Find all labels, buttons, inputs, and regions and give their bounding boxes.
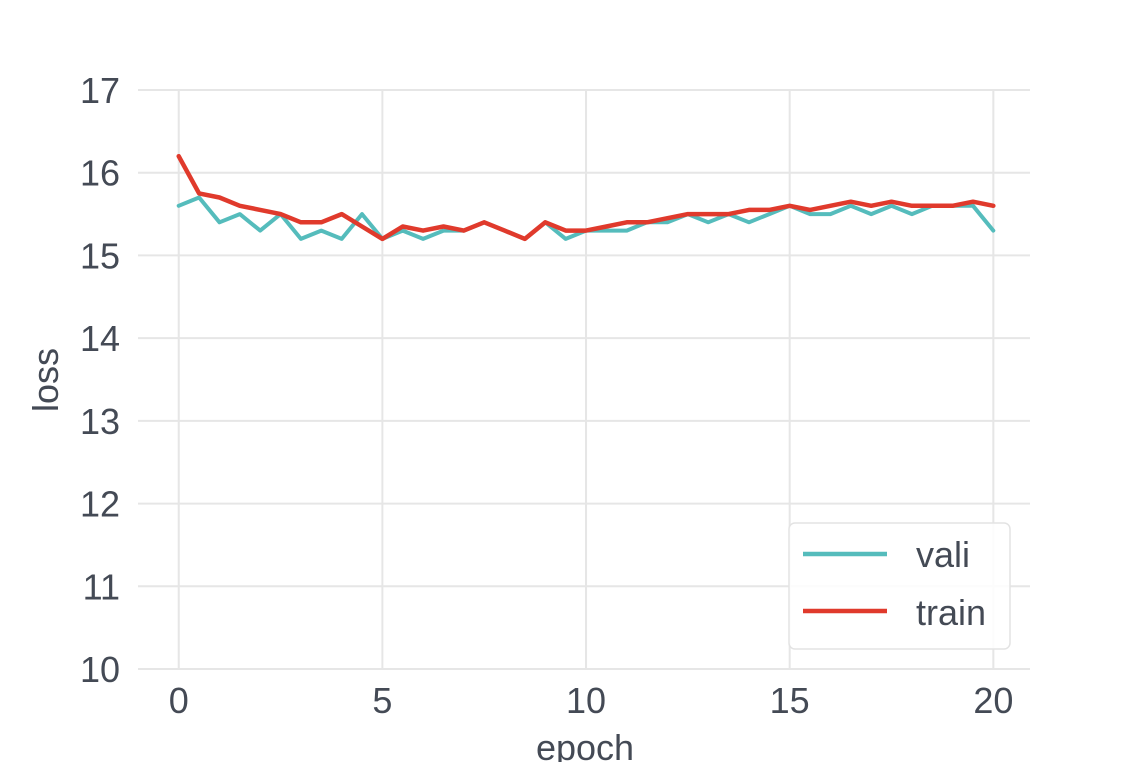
data-point-train [645, 220, 649, 224]
data-point-vali [319, 229, 323, 233]
series-lines [176, 153, 996, 242]
data-point-train [502, 229, 507, 233]
data-point-train [889, 200, 894, 204]
data-point-vali [747, 220, 751, 224]
data-point-vali [869, 212, 873, 216]
data-point-train [625, 220, 629, 224]
data-point-vali [991, 229, 995, 233]
data-point-vali [258, 229, 262, 233]
y-tick-label: 13 [80, 401, 120, 442]
data-point-train [299, 220, 303, 224]
data-point-vali [238, 212, 242, 216]
data-point-train [808, 208, 812, 212]
data-point-vali [828, 212, 833, 216]
data-point-train [828, 204, 833, 208]
y-axis-title: loss [25, 348, 66, 412]
data-point-train [278, 212, 283, 216]
data-point-vali [910, 212, 914, 216]
data-point-train [604, 224, 609, 229]
data-point-vali [706, 220, 710, 224]
data-point-train [441, 224, 446, 229]
data-point-vali [849, 204, 853, 208]
data-point-train [726, 212, 731, 216]
x-tick-label: 20 [973, 680, 1013, 721]
legend: vali train [788, 522, 1011, 650]
data-point-vali [604, 229, 609, 233]
data-point-train [869, 204, 873, 208]
data-point-train [706, 212, 710, 216]
y-tick-label: 16 [80, 153, 120, 194]
data-point-train [686, 212, 690, 216]
x-tick-labels: 0 5 10 15 20 [169, 680, 1014, 721]
y-gridlines [138, 89, 1030, 670]
data-point-train [177, 154, 181, 158]
x-tick-label: 0 [169, 680, 189, 721]
data-point-train [482, 220, 486, 224]
data-point-vali [197, 195, 201, 200]
data-point-train [788, 204, 792, 208]
y-tick-label: 15 [80, 235, 120, 276]
x-axis-title: epoch [536, 727, 634, 762]
data-point-train [462, 229, 466, 233]
data-point-vali [340, 237, 344, 241]
data-point-vali [360, 212, 364, 216]
x-tick-label: 15 [770, 680, 810, 721]
data-point-vali [889, 204, 894, 208]
data-point-vali [665, 220, 670, 224]
data-point-train [849, 200, 853, 204]
data-point-train [971, 200, 975, 204]
data-point-train [767, 208, 771, 212]
data-point-train [217, 195, 222, 200]
y-tick-label: 14 [80, 318, 120, 359]
data-point-train [910, 204, 914, 208]
data-point-train [584, 229, 588, 233]
data-point-train [238, 204, 242, 208]
data-point-vali [299, 237, 303, 241]
data-point-vali [441, 229, 446, 233]
data-point-vali [421, 237, 425, 241]
data-point-train [340, 212, 344, 216]
data-point-train [258, 208, 262, 212]
data-point-vali [767, 212, 771, 216]
data-point-train [564, 229, 568, 233]
x-tick-label: 5 [372, 680, 392, 721]
data-point-vali [401, 229, 405, 233]
data-point-vali [625, 229, 629, 233]
data-point-train [665, 216, 670, 220]
data-point-vali [177, 204, 181, 208]
y-tick-labels: 10 11 12 13 14 15 16 17 [80, 70, 120, 690]
data-point-train [951, 204, 955, 208]
data-point-train [421, 229, 425, 233]
data-point-train [319, 220, 323, 224]
y-tick-label: 11 [83, 566, 120, 607]
data-point-train [197, 191, 201, 195]
data-point-vali [971, 204, 975, 208]
y-tick-label: 10 [80, 649, 120, 690]
data-point-train [747, 208, 751, 212]
data-point-vali [808, 212, 812, 216]
data-point-train [930, 204, 934, 208]
data-point-train [401, 224, 405, 229]
y-tick-label: 17 [80, 70, 120, 111]
data-point-train [991, 204, 995, 208]
data-point-train [523, 237, 527, 241]
data-point-train [360, 224, 364, 229]
x-tick-label: 10 [566, 680, 606, 721]
legend-label-train: train [916, 592, 986, 633]
legend-label-vali: vali [916, 534, 970, 575]
y-tick-label: 12 [80, 484, 120, 525]
data-point-vali [217, 220, 222, 224]
data-point-train [380, 237, 384, 241]
data-point-vali [564, 237, 568, 241]
data-point-train [543, 220, 547, 224]
